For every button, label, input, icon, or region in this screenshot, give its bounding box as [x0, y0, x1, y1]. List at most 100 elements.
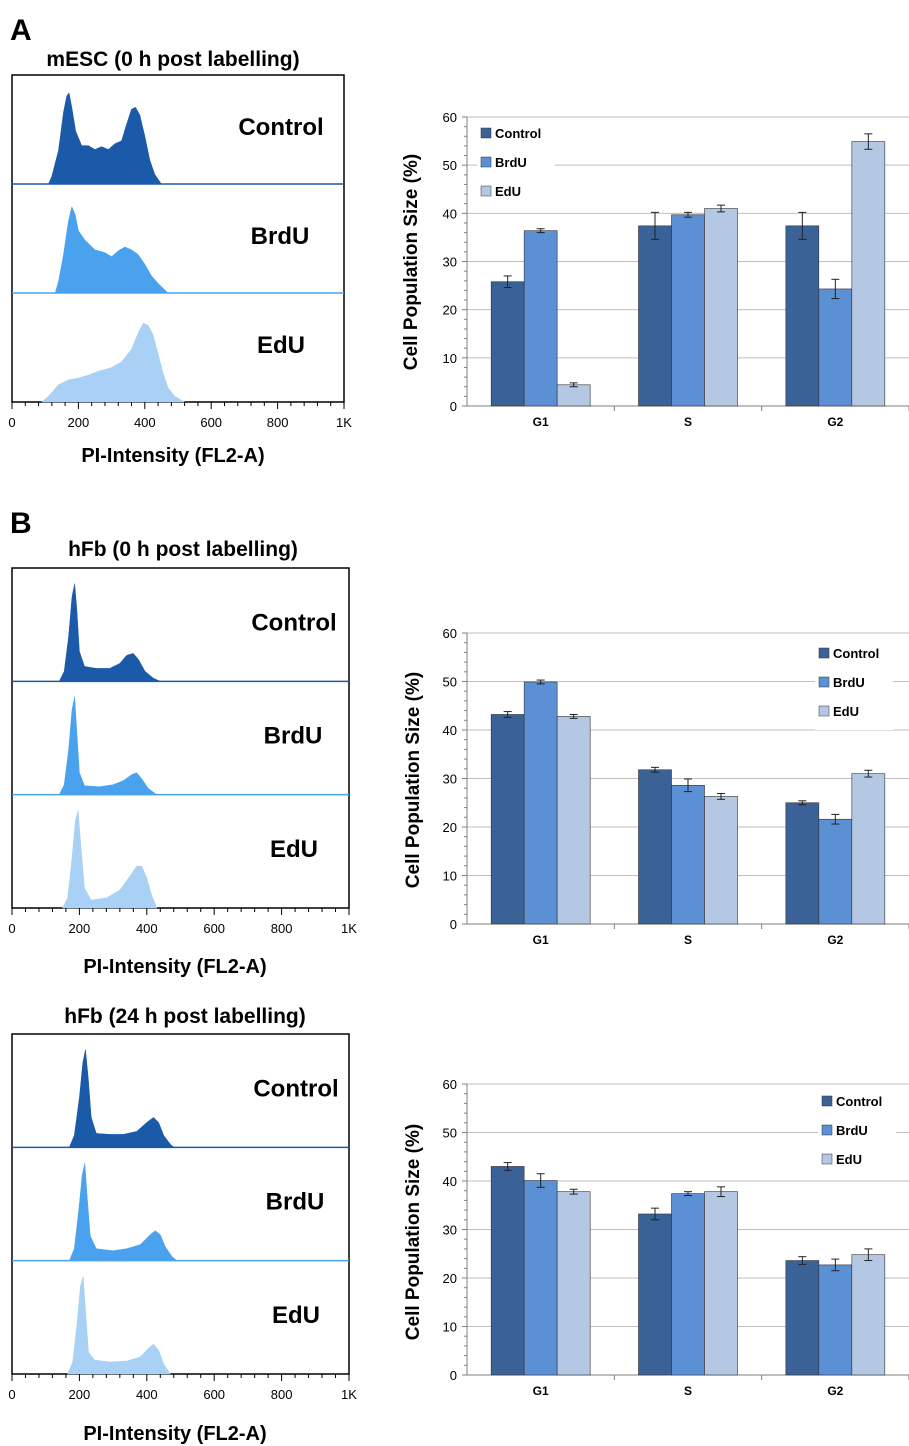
histogram-title-hfb-0h: hFb (0 h post labelling)	[68, 538, 298, 561]
histogram-track-label-brdu: BrdU	[251, 223, 310, 250]
bar-edu-s	[704, 1191, 738, 1376]
bar-chart-y-tick-label: 60	[443, 626, 457, 641]
histogram-x-tick-label: 400	[136, 921, 158, 936]
histogram-x-tick-label: 1K	[341, 1387, 357, 1402]
legend-label-edu: EdU	[495, 184, 521, 199]
legend-swatch-edu	[818, 705, 830, 717]
bar-edu-s	[704, 796, 738, 925]
histogram-x-tick-label: 200	[69, 1387, 91, 1402]
histogram-curve-control	[68, 1049, 175, 1148]
legend-label-edu: EdU	[836, 1152, 862, 1167]
bar-chart-y-tick-label: 10	[443, 1320, 457, 1335]
bar-control-g2	[785, 225, 820, 407]
bar-brdu-g2	[818, 818, 853, 925]
histogram-xlabel-mesc: PI-Intensity (FL2-A)	[81, 445, 264, 467]
bar-control-s	[638, 1213, 672, 1376]
bar-chart-y-tick-label: 30	[443, 255, 457, 270]
legend-label-brdu: BrdU	[833, 675, 865, 690]
legend-label-control: Control	[833, 646, 879, 661]
bar-chart-y-tick-label: 20	[443, 820, 457, 835]
bar-control-g2	[785, 802, 820, 925]
bar-chart-ylabel-hfb-24h: Cell Population Size (%)	[403, 1124, 424, 1340]
histogram-x-tick-label: 0	[8, 921, 15, 936]
bar-chart-category-label: S	[684, 1384, 692, 1398]
bar-brdu-g2	[818, 288, 853, 407]
histogram-x-tick-label: 400	[136, 1387, 158, 1402]
histogram-frame	[11, 1033, 350, 1375]
bar-edu-g2	[851, 1254, 886, 1376]
bar-brdu-s	[671, 784, 705, 925]
bar-chart-y-tick-label: 0	[450, 1368, 457, 1383]
histogram-x-tick-label: 600	[200, 415, 222, 430]
bar-chart-category-label: S	[684, 415, 692, 429]
histogram-xlabel-hfb-24h: PI-Intensity (FL2-A)	[83, 1423, 266, 1445]
bar-control-s	[638, 769, 672, 925]
legend-swatch-control	[818, 647, 830, 659]
histogram-curve-edu	[67, 1276, 171, 1375]
bar-control-s	[638, 225, 672, 407]
histogram-title-mesc: mESC (0 h post labelling)	[46, 48, 299, 71]
histogram-curve-brdu	[58, 696, 158, 796]
histogram-x-tick-label: 600	[203, 1387, 225, 1402]
bar-brdu-s	[671, 1193, 705, 1376]
bar-brdu-g2	[818, 1264, 853, 1376]
legend-label-brdu: BrdU	[836, 1123, 868, 1138]
bar-chart-y-tick-label: 50	[443, 158, 457, 173]
legend-swatch-edu	[821, 1153, 833, 1165]
bar-chart-y-tick-label: 50	[443, 675, 457, 690]
bar-chart-y-tick-label: 40	[443, 723, 457, 738]
bar-chart-category-label: G1	[533, 1384, 549, 1398]
histogram-track-label-control: Control	[238, 114, 323, 141]
bar-chart-y-tick-label: 0	[450, 917, 457, 932]
legend-label-control: Control	[495, 126, 541, 141]
bar-chart-category-label: G1	[533, 415, 549, 429]
histogram-track-label-control: Control	[251, 609, 336, 636]
histogram-track-label-brdu: BrdU	[264, 723, 323, 750]
histogram-x-tick-label: 0	[8, 1387, 15, 1402]
histogram-curve-brdu	[54, 205, 169, 294]
bar-chart-y-tick-label: 10	[443, 869, 457, 884]
bar-control-g2	[785, 1260, 820, 1376]
bar-chart-category-label: G1	[533, 933, 549, 947]
histogram-x-tick-label: 400	[134, 415, 156, 430]
bar-chart-ylabel-mesc: Cell Population Size (%)	[401, 154, 422, 370]
bar-chart-category-label: G2	[827, 1384, 843, 1398]
histogram-curve-edu	[62, 810, 158, 909]
bar-brdu-s	[671, 214, 705, 407]
bar-chart-y-tick-label: 40	[443, 1174, 457, 1189]
bar-chart-category-label: G2	[827, 415, 843, 429]
bar-chart-y-tick-label: 20	[443, 303, 457, 318]
histogram-title-hfb-24h: hFb (24 h post labelling)	[64, 1005, 306, 1028]
panel-letter-b: B	[10, 507, 32, 540]
legend-swatch-brdu	[821, 1124, 833, 1136]
bar-edu-g2	[851, 141, 886, 407]
bar-control-g1	[490, 1166, 525, 1376]
legend-label-brdu: BrdU	[495, 155, 527, 170]
bar-edu-g1	[556, 1191, 591, 1376]
bar-chart-y-tick-label: 30	[443, 1223, 457, 1238]
bar-control-g1	[490, 714, 525, 925]
histogram-track-label-edu: EdU	[270, 836, 318, 863]
histogram-x-tick-label: 800	[271, 921, 293, 936]
histogram-x-tick-label: 200	[69, 921, 91, 936]
bar-chart-y-tick-label: 60	[443, 1077, 457, 1092]
bar-edu-g1	[556, 384, 591, 407]
bar-brdu-g1	[523, 1180, 558, 1376]
bar-chart-mesc: 0 10 20 30 40 50 60 G1 S G2 Control BrdU EdU	[443, 110, 909, 429]
bar-edu-s	[704, 208, 738, 407]
histogram-track-label-control: Control	[253, 1075, 338, 1102]
bar-chart-hfb-0h: 0 10 20 30 40 50 60 G1 S G2 Control BrdU EdU	[443, 626, 909, 947]
legend-label-control: Control	[836, 1094, 882, 1109]
histogram-mesc: Control BrdU EdU 0 200 400 600 800 1K	[8, 74, 352, 430]
histogram-track-label-edu: EdU	[272, 1302, 320, 1329]
bar-edu-g1	[556, 716, 591, 925]
histogram-curve-edu	[41, 322, 186, 403]
histogram-x-tick-label: 800	[271, 1387, 293, 1402]
bar-brdu-g1	[523, 681, 558, 925]
legend-swatch-brdu	[480, 156, 492, 168]
legend-swatch-edu	[480, 185, 492, 197]
bar-chart-y-tick-label: 50	[443, 1126, 457, 1141]
histogram-hfb-0h: Control BrdU EdU 0 200 400 600 800 1K	[8, 567, 357, 936]
histogram-hfb-24h: Control BrdU EdU 0 200 400 600 800 1K	[8, 1033, 357, 1402]
bar-chart-y-tick-label: 60	[443, 110, 457, 125]
